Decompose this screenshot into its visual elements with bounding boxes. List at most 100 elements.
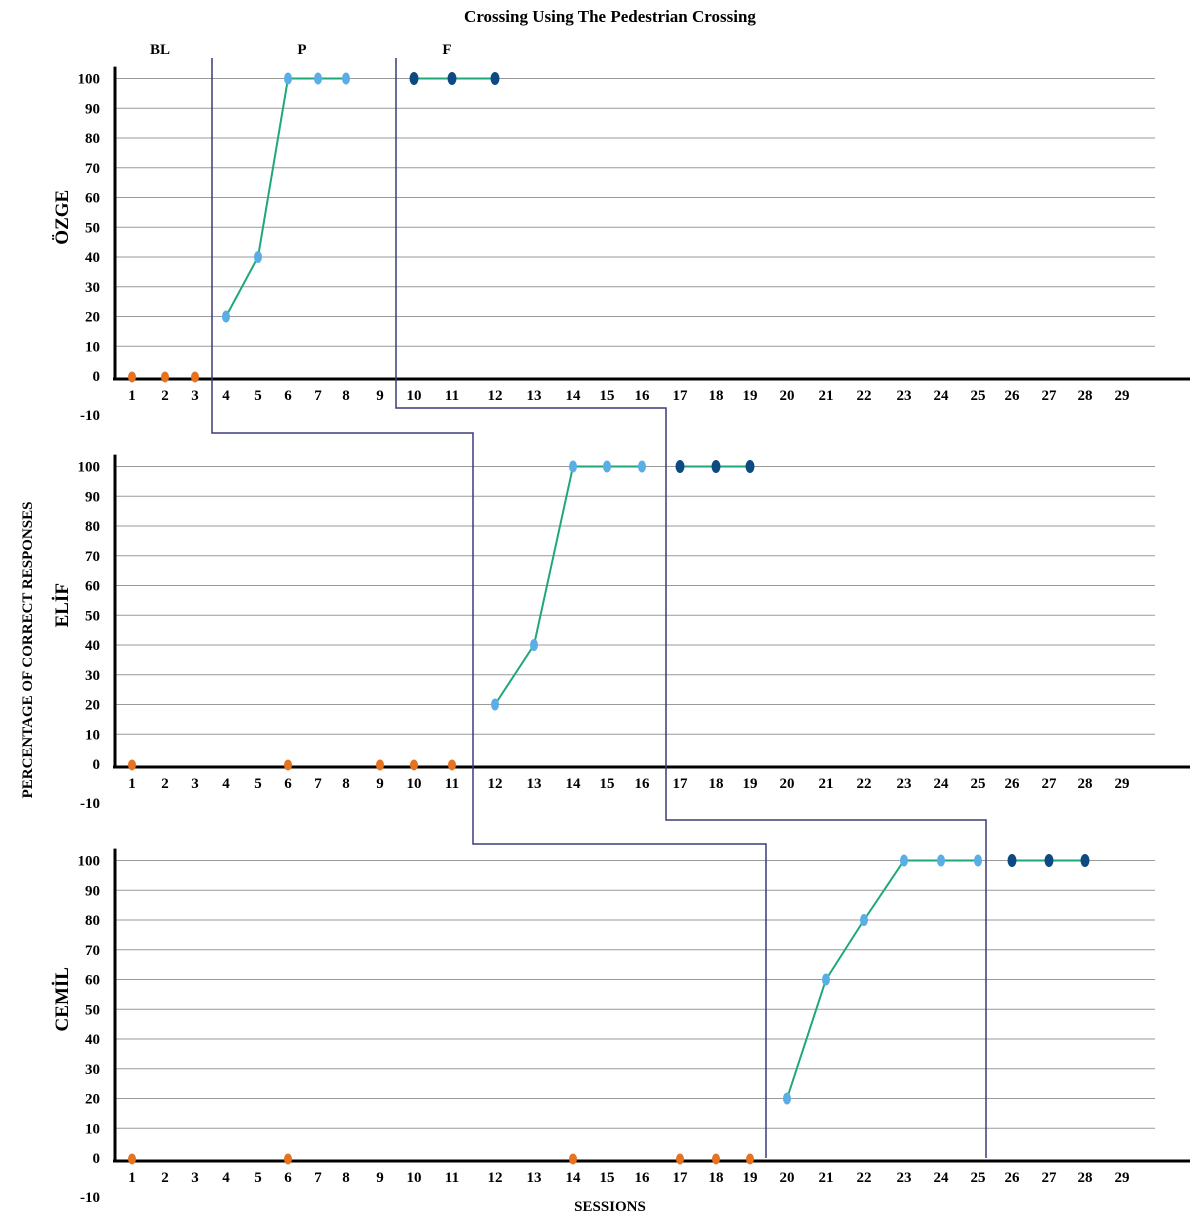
x-tick-label: 5 — [254, 1170, 262, 1186]
x-tick-label: 13 — [527, 388, 542, 404]
x-tick-label: 9 — [376, 388, 384, 404]
x-tick-label: 23 — [897, 1170, 912, 1186]
x-tick-label: 27 — [1042, 1170, 1058, 1186]
y-tick-label: 20 — [85, 310, 100, 326]
y-tick-label: 10 — [85, 727, 100, 743]
phase-label-intervention: P — [297, 42, 306, 58]
follow-up-point — [675, 460, 685, 473]
y-tick-label: 70 — [85, 161, 100, 177]
y-axis-title: PERCENTAGE OF CORRECT RESPONSES — [20, 502, 36, 799]
x-tick-label: 22 — [857, 776, 872, 792]
x-tick-label: 26 — [1005, 776, 1021, 792]
participant-label: ELİF — [52, 583, 73, 627]
y-tick-label: -10 — [80, 408, 100, 424]
x-tick-label: 12 — [488, 776, 503, 792]
x-tick-label: 26 — [1005, 1170, 1021, 1186]
x-tick-label: 29 — [1115, 388, 1130, 404]
y-tick-label: 70 — [85, 943, 100, 959]
intervention-point — [222, 310, 230, 323]
participant-label: ÖZGE — [52, 190, 73, 245]
intervention-point — [342, 72, 350, 85]
intervention-point — [491, 698, 499, 711]
follow-up-point — [409, 72, 419, 85]
x-tick-label: 12 — [488, 1170, 503, 1186]
x-tick-label: 24 — [934, 388, 950, 404]
y-tick-label: 60 — [85, 191, 100, 207]
y-tick-label: -10 — [80, 1190, 100, 1206]
y-tick-label: 10 — [85, 339, 100, 355]
x-tick-label: 17 — [673, 776, 689, 792]
x-tick-label: 7 — [314, 776, 322, 792]
x-tick-label: 18 — [709, 1170, 724, 1186]
y-tick-label: 0 — [93, 369, 101, 385]
baseline-point — [284, 759, 292, 771]
x-tick-label: 13 — [527, 1170, 542, 1186]
x-tick-label: 17 — [673, 388, 689, 404]
x-axis-title: SESSIONS — [574, 1199, 646, 1215]
y-tick-label: 50 — [85, 220, 100, 236]
x-tick-label: 20 — [780, 1170, 795, 1186]
y-tick-label: 90 — [85, 101, 100, 117]
x-tick-label: 16 — [635, 388, 651, 404]
x-tick-label: 13 — [527, 776, 542, 792]
x-tick-label: 19 — [743, 388, 758, 404]
x-tick-label: 1 — [128, 776, 136, 792]
x-tick-label: 2 — [161, 1170, 169, 1186]
x-tick-label: 29 — [1115, 776, 1130, 792]
y-tick-label: 20 — [85, 1092, 100, 1108]
y-tick-label: 100 — [78, 854, 101, 870]
x-tick-label: 26 — [1005, 388, 1021, 404]
x-tick-label: 25 — [971, 1170, 986, 1186]
intervention-point — [530, 639, 538, 651]
y-tick-label: 10 — [85, 1121, 100, 1137]
baseline-point — [746, 1153, 754, 1165]
chart-title: Crossing Using The Pedestrian Crossing — [464, 7, 756, 26]
intervention-point — [603, 460, 611, 473]
x-tick-label: 21 — [819, 1170, 834, 1186]
x-tick-label: 16 — [635, 776, 651, 792]
x-tick-label: 19 — [743, 776, 758, 792]
x-tick-label: 28 — [1078, 776, 1093, 792]
y-tick-label: 80 — [85, 913, 100, 929]
x-tick-label: 18 — [709, 776, 724, 792]
x-tick-label: 18 — [709, 388, 724, 404]
y-tick-label: 30 — [85, 1062, 100, 1078]
intervention-point — [900, 854, 908, 867]
y-tick-label: 0 — [93, 1151, 101, 1167]
x-tick-label: 15 — [600, 1170, 615, 1186]
baseline-point — [376, 759, 384, 771]
x-tick-label: 7 — [314, 1170, 322, 1186]
phase-label-baseline: BL — [150, 42, 170, 58]
x-tick-label: 19 — [743, 1170, 758, 1186]
x-tick-label: 9 — [376, 1170, 384, 1186]
y-tick-label: 70 — [85, 549, 100, 565]
x-tick-label: 4 — [222, 1170, 230, 1186]
y-tick-label: 60 — [85, 579, 100, 595]
x-tick-label: 5 — [254, 388, 262, 404]
x-tick-label: 20 — [780, 776, 795, 792]
follow-up-point — [745, 460, 755, 473]
x-tick-label: 25 — [971, 776, 986, 792]
x-tick-label: 15 — [600, 776, 615, 792]
x-tick-label: 16 — [635, 1170, 651, 1186]
x-tick-label: 11 — [445, 776, 459, 792]
intervention-point — [860, 914, 868, 926]
intervention-point — [284, 72, 292, 85]
y-tick-label: 40 — [85, 1032, 100, 1048]
y-tick-label: 0 — [93, 757, 101, 773]
x-tick-label: 3 — [191, 1170, 199, 1186]
x-tick-label: 25 — [971, 388, 986, 404]
x-tick-label: 7 — [314, 388, 322, 404]
x-tick-label: 10 — [407, 1170, 422, 1186]
follow-up-point — [447, 72, 457, 85]
x-tick-label: 11 — [445, 388, 459, 404]
baseline-point — [676, 1153, 684, 1165]
y-tick-label: -10 — [80, 796, 100, 812]
follow-up-point — [711, 460, 721, 473]
x-tick-label: 2 — [161, 776, 169, 792]
intervention-point — [974, 854, 982, 867]
x-tick-label: 6 — [284, 776, 292, 792]
intervention-point — [569, 460, 577, 473]
